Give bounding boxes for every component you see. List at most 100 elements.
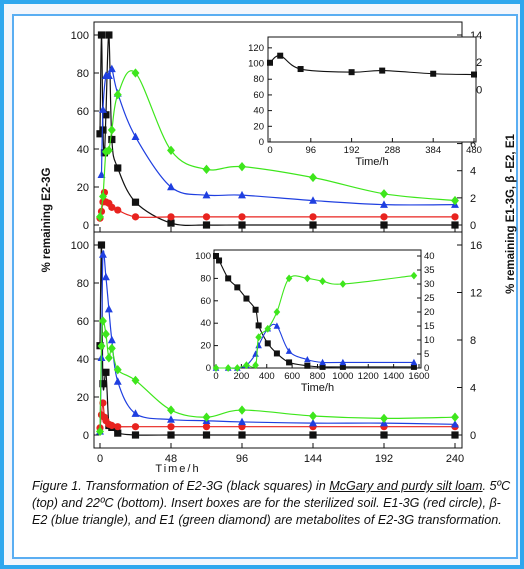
inset-y-tick-label-right: 15 — [424, 321, 435, 332]
inset-y-tick-label: 80 — [253, 74, 264, 85]
data-point-square — [379, 67, 386, 74]
data-point-diamond — [167, 405, 175, 415]
y-tick-label-left: 80 — [77, 278, 89, 290]
x-tick-label: 144 — [304, 453, 322, 465]
caption-soil-name: McGary and purdy silt loam — [329, 479, 483, 493]
data-point-square — [238, 431, 246, 439]
inset-x-tick-label: 1600 — [408, 371, 429, 382]
data-point-circle — [380, 213, 388, 221]
data-point-square — [286, 359, 293, 366]
data-point-diamond — [339, 280, 347, 288]
series-beta-E2-points — [96, 250, 459, 435]
y-tick-label-left: 20 — [77, 392, 89, 404]
data-point-triangle — [97, 170, 106, 179]
data-point-circle — [309, 213, 317, 221]
data-point-diamond — [264, 324, 272, 333]
data-point-diamond — [202, 164, 211, 175]
y-tick-label-left: 0 — [83, 430, 89, 442]
inset-x-tick-label: 600 — [284, 371, 300, 382]
inset-y-tick-label-left: 80 — [200, 273, 211, 284]
y-tick-label-left: 100 — [71, 30, 89, 42]
data-point-diamond — [113, 365, 122, 375]
y-tick-label-right: 16 — [470, 240, 482, 252]
data-point-square — [304, 362, 311, 369]
data-point-square — [319, 363, 326, 370]
data-point-diamond — [243, 361, 250, 370]
inset-x-tick-label: 200 — [233, 371, 249, 382]
data-point-triangle — [285, 347, 293, 354]
data-point-diamond — [309, 172, 317, 183]
inset-y-tick-label-left: 0 — [206, 363, 211, 374]
y-tick-label-right: 2 — [470, 193, 476, 205]
data-point-square — [267, 59, 273, 66]
inset-y-tick-label: 20 — [253, 121, 264, 132]
y-tick-label-left: 80 — [77, 68, 89, 80]
data-point-triangle — [380, 200, 388, 208]
data-point-diamond — [101, 147, 110, 157]
data-point-square — [252, 306, 259, 313]
inset-frame — [267, 36, 477, 143]
inset-x-axis-label: Time/h — [301, 382, 334, 394]
inset-y-tick-label-right: 0 — [424, 363, 429, 374]
inset-x-tick-label: 480 — [466, 145, 482, 156]
inset-x-tick-label: 0 — [213, 371, 218, 382]
inset-x-tick-label: 192 — [344, 145, 360, 156]
data-point-triangle — [107, 64, 116, 73]
data-point-square — [339, 363, 346, 370]
inset-x-tick-label: 1200 — [358, 371, 379, 382]
data-point-diamond — [96, 212, 104, 222]
inset-x-tick-label: 1000 — [332, 371, 353, 382]
data-point-diamond — [131, 375, 140, 386]
data-point-circle — [167, 423, 175, 431]
data-point-square — [202, 221, 211, 229]
data-point-square — [167, 219, 175, 227]
inset-y-tick-label-right: 20 — [424, 307, 435, 318]
data-point-square — [234, 284, 241, 291]
data-point-square — [348, 69, 355, 76]
y-axis-label-left: % remaining E2-3G — [41, 168, 53, 273]
data-point-square — [99, 380, 107, 388]
data-point-triangle — [451, 419, 459, 428]
data-point-triangle — [167, 182, 175, 191]
y-tick-label-left: 60 — [77, 106, 89, 118]
data-point-square — [297, 66, 304, 73]
data-point-diamond — [285, 274, 293, 283]
inset-y-tick-label-left: 100 — [195, 251, 211, 262]
figure-caption: Figure 1. Transformation of E2-3G (black… — [32, 478, 516, 529]
data-point-diamond — [319, 277, 326, 286]
data-point-diamond — [107, 343, 116, 353]
data-point-diamond — [113, 90, 122, 100]
inset-x-tick-label: 384 — [425, 145, 441, 156]
y-tick-label-left: 60 — [77, 316, 89, 328]
data-point-triangle — [113, 377, 122, 385]
data-point-square — [451, 431, 459, 439]
caption-text-1: Figure 1. Transformation of E2-3G (black… — [32, 479, 330, 493]
y-tick-label-right: 4 — [470, 383, 476, 395]
inset-y-tick-label-right: 25 — [424, 293, 435, 304]
data-point-diamond — [234, 364, 241, 372]
inset-y-tick-label-right: 35 — [424, 265, 435, 276]
top-inset-chart: 0 20 40 60 80 100 120 0 96 192 288 384 480 Time/h — [248, 36, 482, 168]
data-point-triangle — [410, 358, 418, 366]
x-tick-label: 192 — [375, 453, 393, 465]
inset-x-axis-label: Time/h — [355, 156, 388, 168]
y-tick-label-left: 40 — [77, 144, 89, 156]
series-E1-3G-points — [96, 188, 459, 222]
data-point-square — [102, 368, 110, 376]
data-point-circle — [114, 423, 122, 431]
data-point-diamond — [309, 411, 317, 421]
data-point-circle — [202, 213, 211, 221]
data-point-circle — [167, 213, 175, 221]
x-tick-label: 96 — [236, 453, 248, 465]
data-point-circle — [131, 423, 140, 431]
series-line — [99, 402, 455, 428]
data-point-diamond — [252, 361, 259, 370]
data-point-circle — [202, 423, 211, 431]
data-point-triangle — [339, 358, 347, 366]
inset-y-tick-label: 120 — [248, 43, 264, 54]
data-point-diamond — [238, 405, 246, 415]
data-point-square — [309, 431, 317, 439]
x-axis-label-bottom: Time/h — [155, 463, 200, 475]
inset-y-tick-label-left: 40 — [200, 318, 211, 329]
x-tick-label: 240 — [446, 453, 464, 465]
